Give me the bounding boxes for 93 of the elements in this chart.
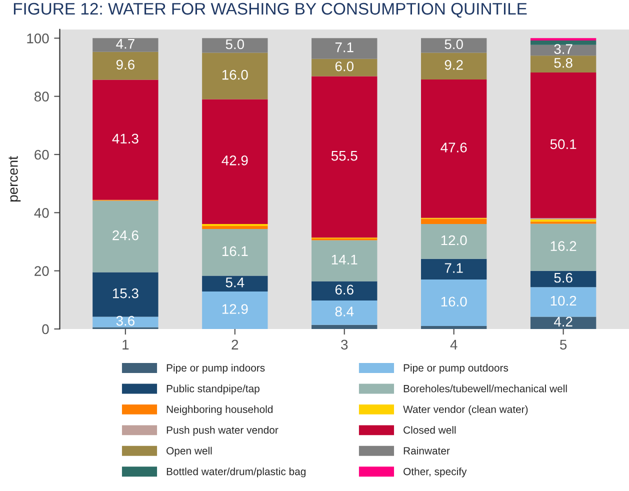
data-label: 15.3: [112, 288, 138, 298]
data-label: 16.2: [550, 241, 576, 251]
data-label: 5.8: [554, 58, 572, 68]
legend-label: Push push water vendor: [166, 426, 278, 436]
legend-label: Pipe or pump outdoors: [404, 364, 508, 374]
data-label: 5.6: [554, 272, 572, 283]
chart-title: FIGURE 12: WATER FOR WASHING BY CONSUMPTION QUINTILE: [14, 2, 527, 18]
bar: [312, 240, 378, 282]
data-label: 47.6: [440, 142, 467, 152]
data-label: 24.6: [112, 230, 138, 240]
data-label: 50.1: [550, 139, 576, 150]
bar: [421, 224, 487, 259]
bar: [202, 99, 268, 224]
legend-label: Boreholes/tubewell/mechanical well: [404, 384, 567, 392]
data-label: 3.7: [554, 44, 572, 54]
x-tick-label: 3: [341, 340, 348, 350]
data-label: 6.6: [335, 284, 354, 295]
data-label: 16.1: [222, 246, 248, 256]
bar: [312, 38, 378, 59]
bar: [312, 324, 378, 329]
bar: [202, 291, 268, 329]
data-label: 3.6: [116, 316, 134, 326]
data-label: 12.0: [441, 235, 467, 246]
bar: [202, 52, 268, 100]
data-label: 4.2: [554, 316, 572, 326]
bar: [202, 276, 268, 292]
bar: [312, 300, 378, 325]
legend-label: Pipe or pump indoors: [166, 364, 265, 374]
y-tick-label: 0: [42, 324, 49, 334]
bar: [202, 224, 268, 226]
bar: [202, 228, 268, 276]
data-label: 5.0: [226, 39, 244, 50]
legend-label: Rainwater: [404, 446, 450, 454]
data-label: 4.7: [116, 39, 134, 49]
bar: [421, 52, 487, 80]
bar: [312, 58, 378, 76]
bar: [421, 258, 487, 280]
x-tick-label: 2: [232, 340, 238, 350]
bar: [92, 200, 158, 272]
bar: [92, 272, 158, 317]
data-label: 9.6: [116, 60, 134, 70]
bar: [530, 44, 596, 56]
bar: [530, 40, 596, 45]
y-tick-label: 100: [27, 34, 49, 44]
data-label: 6.0: [335, 61, 354, 72]
legend-label: Other, specify: [404, 468, 467, 478]
legend-label: Neighboring household: [166, 405, 273, 416]
y-tick-label: 80: [34, 92, 49, 102]
bar: [92, 52, 158, 80]
bar: [202, 226, 268, 229]
data-label: 5.0: [444, 39, 463, 50]
data-label: 7.1: [444, 263, 463, 273]
bar: [421, 79, 487, 218]
bar: [421, 326, 487, 329]
y-tick-label: 20: [34, 266, 49, 276]
bar: [530, 224, 596, 271]
bar: [92, 38, 158, 52]
x-tick-label: 5: [560, 340, 567, 350]
legend-label: Closed well: [404, 426, 456, 434]
data-label: 41.3: [112, 134, 138, 144]
bar: [530, 56, 596, 72]
bar: [530, 38, 596, 41]
data-label: 9.2: [444, 60, 463, 70]
data-label: 16.0: [222, 70, 248, 80]
data-label: 42.9: [222, 156, 248, 166]
x-tick-label: 1: [122, 340, 129, 350]
bar: [421, 38, 487, 53]
data-label: 14.1: [332, 254, 358, 264]
bar: [312, 281, 378, 300]
bar: [312, 76, 378, 238]
bar: [530, 72, 596, 218]
bar: [202, 38, 268, 53]
y-tick-label: 60: [34, 150, 49, 160]
y-axis-title: percent: [8, 156, 21, 202]
legend-label: Public standpipe/tap: [166, 384, 260, 394]
y-tick-label: 40: [34, 208, 49, 218]
data-label: 5.4: [226, 278, 244, 288]
data-label: 12.9: [222, 304, 248, 314]
data-label: 10.2: [550, 296, 576, 306]
bar: [421, 218, 487, 224]
bar: [530, 316, 596, 329]
legend-label: Open well: [166, 446, 212, 457]
data-label: 8.4: [335, 306, 354, 316]
bar: [92, 80, 158, 200]
bar: [530, 287, 596, 317]
data-label: 55.5: [331, 151, 358, 161]
bar: [530, 270, 596, 288]
legend-label: Bottled water/drum/plastic bag: [166, 468, 306, 478]
data-label: 7.1: [335, 42, 354, 52]
x-tick-label: 4: [450, 340, 458, 350]
bar: [421, 280, 487, 326]
legend-label: Water vendor (clean water): [403, 405, 528, 416]
data-label: 16.0: [441, 296, 467, 307]
